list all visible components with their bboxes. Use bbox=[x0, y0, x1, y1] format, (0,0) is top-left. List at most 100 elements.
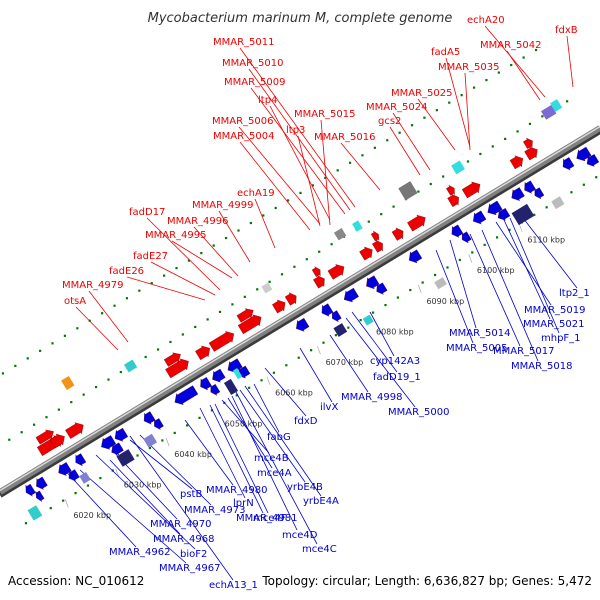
tick-label: 6080 kbp bbox=[376, 327, 414, 336]
forward-gene bbox=[65, 422, 84, 439]
track-dot bbox=[409, 288, 412, 292]
gene-label-reverse: mce4F bbox=[253, 513, 287, 524]
track-dot bbox=[421, 281, 424, 284]
reverse-gene bbox=[58, 462, 72, 476]
gene-label-forward: gcs2 bbox=[378, 116, 401, 127]
reverse-gene bbox=[473, 210, 487, 225]
gene-label-forward: MMAR_5010 bbox=[222, 58, 284, 69]
track-dot bbox=[198, 416, 201, 419]
forward-gene bbox=[509, 155, 523, 170]
reverse-gene bbox=[75, 453, 87, 467]
leader-line-reverse bbox=[519, 213, 578, 289]
tick-label: 6110 kbp bbox=[527, 236, 565, 245]
reverse-gene-shape bbox=[36, 476, 48, 490]
reverse-gene-navy bbox=[223, 378, 239, 396]
track-dot bbox=[32, 423, 36, 426]
leader-line-forward bbox=[171, 240, 233, 279]
track-dot bbox=[361, 154, 364, 157]
dot-tracks bbox=[1, 48, 598, 525]
track-dot bbox=[82, 393, 85, 396]
reverse-gene bbox=[227, 358, 243, 373]
tick-mark bbox=[165, 437, 170, 447]
reverse-gene-outer-shape bbox=[461, 231, 472, 244]
track-dot bbox=[136, 454, 139, 457]
reverse-gene bbox=[114, 427, 129, 442]
leader-line-forward bbox=[417, 98, 456, 151]
track-dot bbox=[297, 356, 300, 359]
leader-line-reverse bbox=[264, 367, 307, 417]
track-dot bbox=[398, 131, 401, 134]
track-dot bbox=[99, 476, 102, 480]
reverse-gene-outer bbox=[534, 187, 545, 200]
tick-mark bbox=[64, 499, 69, 508]
reverse-gene-shape bbox=[473, 210, 487, 225]
forward-gene-outer bbox=[370, 230, 380, 242]
forward-gene bbox=[447, 193, 459, 208]
track-dot bbox=[181, 333, 184, 336]
forward-gene-shape bbox=[313, 275, 325, 289]
leader-line-forward bbox=[320, 119, 331, 226]
reverse-gene-outer-shape bbox=[68, 469, 80, 482]
leader-line-reverse bbox=[299, 347, 333, 403]
tick-mark bbox=[468, 254, 473, 263]
track-dot bbox=[86, 484, 90, 487]
backbone-line bbox=[0, 125, 600, 495]
reverse-gene-shape bbox=[75, 453, 87, 467]
reverse-gene-lavender-shape bbox=[79, 471, 91, 484]
forward-gene-purple-shape bbox=[540, 104, 557, 120]
reverse-gene-shape bbox=[212, 368, 226, 383]
leader-line-reverse bbox=[199, 407, 246, 499]
gene-label-reverse: MMAR_5014 bbox=[449, 328, 511, 339]
gene-label-reverse: lprN bbox=[233, 498, 254, 509]
reverse-gene-cyan-shape bbox=[27, 505, 43, 521]
forward-gene-outer-shape bbox=[446, 184, 455, 196]
track-dot bbox=[218, 310, 222, 313]
forward-gene-cyan bbox=[550, 99, 563, 112]
reverse-gene-shape bbox=[114, 427, 129, 442]
forward-gene-outer bbox=[311, 266, 321, 277]
forward-gene-cyan bbox=[451, 160, 465, 175]
gene-label-reverse: MMAR_5017 bbox=[493, 346, 555, 357]
leader-line-forward bbox=[126, 276, 206, 301]
tick-label: 6100 kbp bbox=[477, 266, 515, 275]
track-dot bbox=[460, 94, 463, 97]
leader-line-reverse bbox=[369, 311, 395, 357]
genome-backbone bbox=[0, 125, 600, 498]
reverse-gene-cyan bbox=[362, 314, 374, 326]
tick-label: 6030 kbp bbox=[124, 480, 162, 489]
leader-line-forward bbox=[506, 50, 541, 101]
forward-gene-shape bbox=[447, 193, 459, 208]
forward-gene-shape bbox=[509, 155, 523, 170]
gene-label-reverse: MMAR_4998 bbox=[341, 392, 403, 403]
track-dot bbox=[471, 251, 474, 254]
track-dot bbox=[272, 371, 276, 374]
track-dot bbox=[293, 265, 296, 268]
track-dot bbox=[324, 176, 327, 179]
track-dot bbox=[483, 243, 486, 247]
track-dot bbox=[534, 48, 538, 52]
forward-gene-cyan-shape bbox=[550, 99, 563, 112]
reverse-gene-outer bbox=[210, 383, 221, 396]
gene-label-reverse: cyp142A3 bbox=[370, 356, 420, 367]
leader-line-reverse bbox=[95, 454, 196, 550]
reverse-gene-outer bbox=[586, 154, 600, 167]
leader-line-reverse bbox=[79, 469, 187, 564]
forward-gene bbox=[372, 239, 383, 253]
forward-gene-shape bbox=[49, 433, 65, 449]
track-dot bbox=[367, 220, 370, 223]
reverse-gene bbox=[487, 200, 503, 216]
forward-gene-outer bbox=[163, 352, 181, 367]
track-dot bbox=[479, 152, 482, 156]
gene-label-reverse: ilvX bbox=[320, 402, 338, 413]
track-dot bbox=[231, 303, 234, 306]
leader-line-reverse bbox=[209, 404, 264, 514]
reverse-gene-outer bbox=[332, 310, 342, 323]
gene-label-reverse: MMAR_5021 bbox=[523, 319, 585, 330]
track-dot bbox=[163, 274, 166, 277]
reverse-gene-navy-shape bbox=[511, 203, 535, 226]
track-dot bbox=[8, 438, 11, 441]
reverse-gene-cyan bbox=[232, 368, 243, 380]
reverse-gene bbox=[296, 317, 310, 332]
track-dot bbox=[330, 243, 333, 246]
